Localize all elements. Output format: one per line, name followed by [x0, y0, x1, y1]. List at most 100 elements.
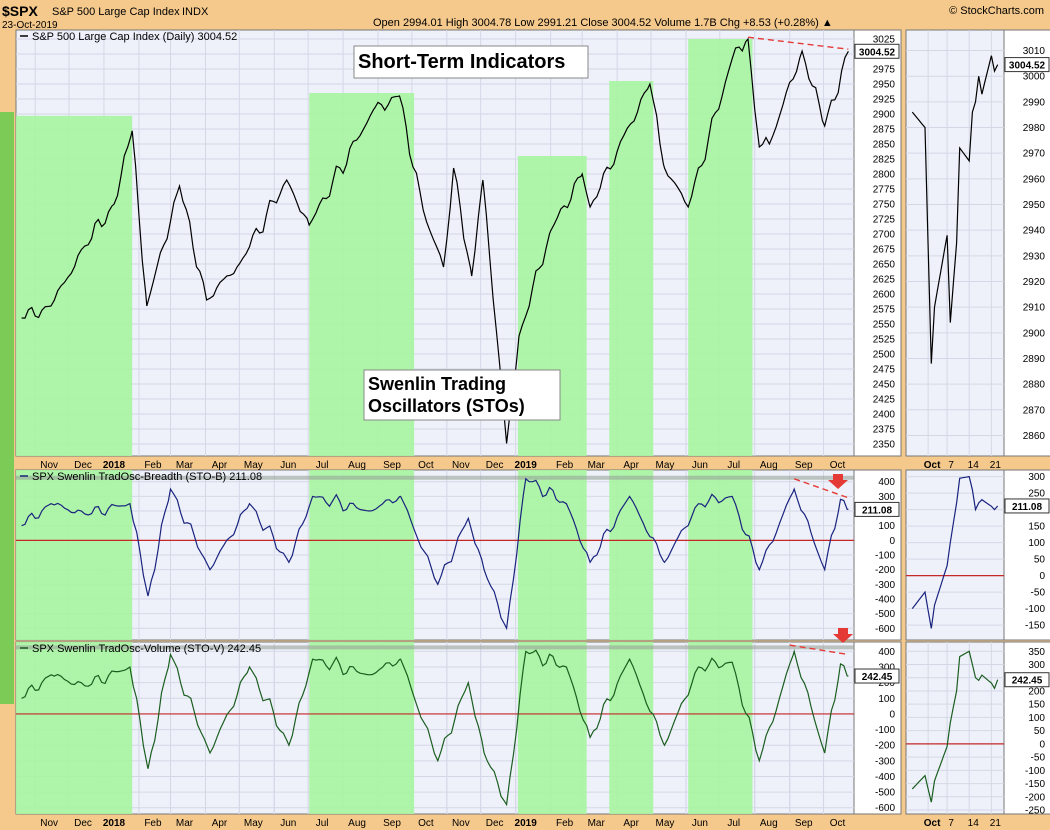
- price-xtick-label: Jul: [316, 460, 329, 471]
- inset-volume-panel: [905, 641, 1005, 815]
- volume-ytick-label: -400: [875, 772, 895, 783]
- inset-price-xtick-label: 7: [948, 460, 954, 471]
- inset-price-ytick-label: 2860: [1023, 431, 1046, 442]
- price-ytick-label: 2975: [873, 65, 896, 76]
- reference-lines: [16, 475, 1004, 745]
- price-highlight-zone: [688, 39, 753, 456]
- breadth-ytick-label: 400: [878, 477, 895, 488]
- inset-breadth-ytick-label: 100: [1028, 538, 1045, 549]
- volume-ytick-label: 400: [878, 647, 895, 658]
- price-ytick-label: 2500: [873, 350, 896, 361]
- inset-volume-ytick-label: -250: [1025, 806, 1045, 817]
- left-strip: [0, 112, 14, 704]
- price-trendline: [747, 36, 849, 50]
- volume-xtick-label: May: [656, 818, 675, 829]
- price-xtick-label: Nov: [40, 460, 58, 471]
- callout-mid-box: [363, 369, 561, 421]
- breadth-highlight-zone: [609, 470, 654, 640]
- volume-ytick-label: -300: [875, 756, 895, 767]
- breadth-highlight-zone: [16, 470, 133, 640]
- volume-ytick-label: 0: [889, 709, 895, 720]
- inset-volume-ytick-label: -150: [1025, 779, 1045, 790]
- price-ytick-label: 2400: [873, 410, 896, 421]
- volume-last-box: [854, 668, 900, 684]
- volume-xtick-label: Feb: [556, 818, 574, 829]
- price-ytick-label: 2375: [873, 425, 896, 436]
- breadth-title: SPX Swenlin TradOsc-Breadth (STO-B) 211.…: [32, 471, 262, 483]
- volume-xtick-label: Jul: [316, 818, 329, 829]
- exchange: INDX: [182, 6, 209, 18]
- inset-price-ytick-label: 2970: [1023, 149, 1046, 160]
- breadth-highlight-zone: [517, 470, 587, 640]
- down-arrow-volume: [833, 628, 853, 643]
- callout-top: Short-Term Indicators: [358, 51, 565, 73]
- price-xtick-label: Dec: [486, 460, 504, 471]
- inset-price-ytick-label: 3010: [1023, 46, 1046, 57]
- volume-ytick-label: -100: [875, 725, 895, 736]
- price-xtick-label: May: [244, 460, 263, 471]
- inset-price-ytick-label: 3000: [1023, 72, 1046, 83]
- price-xtick-label: Oct: [418, 460, 434, 471]
- volume-highlight-zone: [609, 642, 654, 814]
- inset-breadth-last-box: [1004, 498, 1050, 514]
- volume-highlight-zone: [309, 642, 415, 814]
- symbol: $SPX: [2, 3, 38, 19]
- inset-volume-last-value: 242.45: [1012, 676, 1043, 687]
- price-xtick-label: Sep: [795, 460, 813, 471]
- volume-xtick-label: Feb: [144, 818, 162, 829]
- volume-xtick-label: Apr: [212, 818, 228, 829]
- breadth-axis-bg: [853, 469, 902, 641]
- inset-volume-xtick-label: 7: [948, 818, 954, 829]
- price-ytick-label: 2750: [873, 200, 896, 211]
- volume-series-line: [21, 649, 849, 807]
- inset-volume-ytick-label: 350: [1028, 647, 1045, 658]
- highlight-zones: [16, 39, 753, 814]
- breadth-ytick-label: -200: [875, 565, 895, 576]
- price-series-line: [21, 37, 849, 444]
- inset-volume-ytick-label: 50: [1034, 726, 1046, 737]
- price-ytick-label: 2525: [873, 335, 896, 346]
- inset-volume-ytick-label: -100: [1025, 766, 1045, 777]
- volume-ytick-label: 100: [878, 694, 895, 705]
- inset-breadth-ytick-label: -100: [1025, 604, 1045, 615]
- down-arrow-breadth: [828, 474, 848, 489]
- volume-xtick-label: Oct: [830, 818, 846, 829]
- inset-price-axis-bg: [1003, 29, 1050, 457]
- inset-price-panel: [905, 29, 1005, 457]
- volume-xtick-label: Jul: [727, 818, 740, 829]
- price-ytick-label: 2700: [873, 230, 896, 241]
- volume-xtick-label: Dec: [486, 818, 504, 829]
- breadth-ytick-label: -100: [875, 551, 895, 562]
- price-ytick-label: 2550: [873, 320, 896, 331]
- inset-volume-xtick-label: 14: [968, 818, 980, 829]
- inset-price-ytick-label: 2980: [1023, 123, 1046, 134]
- price-ytick-label: 2350: [873, 440, 896, 451]
- volume-xtick-label: Apr: [623, 818, 639, 829]
- inset-breadth-ytick-label: 250: [1028, 489, 1045, 500]
- inset-price-ytick-label: 2880: [1023, 380, 1046, 391]
- volume-xtick-label: 2018: [103, 818, 126, 829]
- breadth-highlight-zone: [688, 470, 753, 640]
- inset-breadth-ytick-label: 0: [1039, 571, 1045, 582]
- volume-xtick-label: Nov: [40, 818, 58, 829]
- price-ytick-label: 2625: [873, 275, 896, 286]
- inset-price-ytick-label: 2930: [1023, 251, 1046, 262]
- volume-xtick-label: Sep: [383, 818, 401, 829]
- inset-price-last-value: 3004.52: [1009, 61, 1046, 72]
- volume-highlight-zone: [517, 642, 587, 814]
- price-ytick-label: 3025: [873, 35, 896, 46]
- volume-xtick-label: Mar: [176, 818, 194, 829]
- inset-price-ytick-label: 2950: [1023, 200, 1046, 211]
- volume-ytick-label: -500: [875, 788, 895, 799]
- price-ytick-label: 2900: [873, 110, 896, 121]
- inset-price-xtick-label: 14: [968, 460, 980, 471]
- inset-price-ytick-label: 2940: [1023, 226, 1046, 237]
- volume-ytick-label: 300: [878, 663, 895, 674]
- price-xtick-label: Aug: [348, 460, 366, 471]
- quote-stats: Open 2994.01 High 3004.78 Low 2991.21 Cl…: [373, 17, 833, 29]
- breadth-ytick-label: 100: [878, 521, 895, 532]
- inset-price-last-box: [1004, 57, 1050, 73]
- trendlines: [747, 36, 849, 656]
- inset-volume-ytick-label: -50: [1031, 753, 1046, 764]
